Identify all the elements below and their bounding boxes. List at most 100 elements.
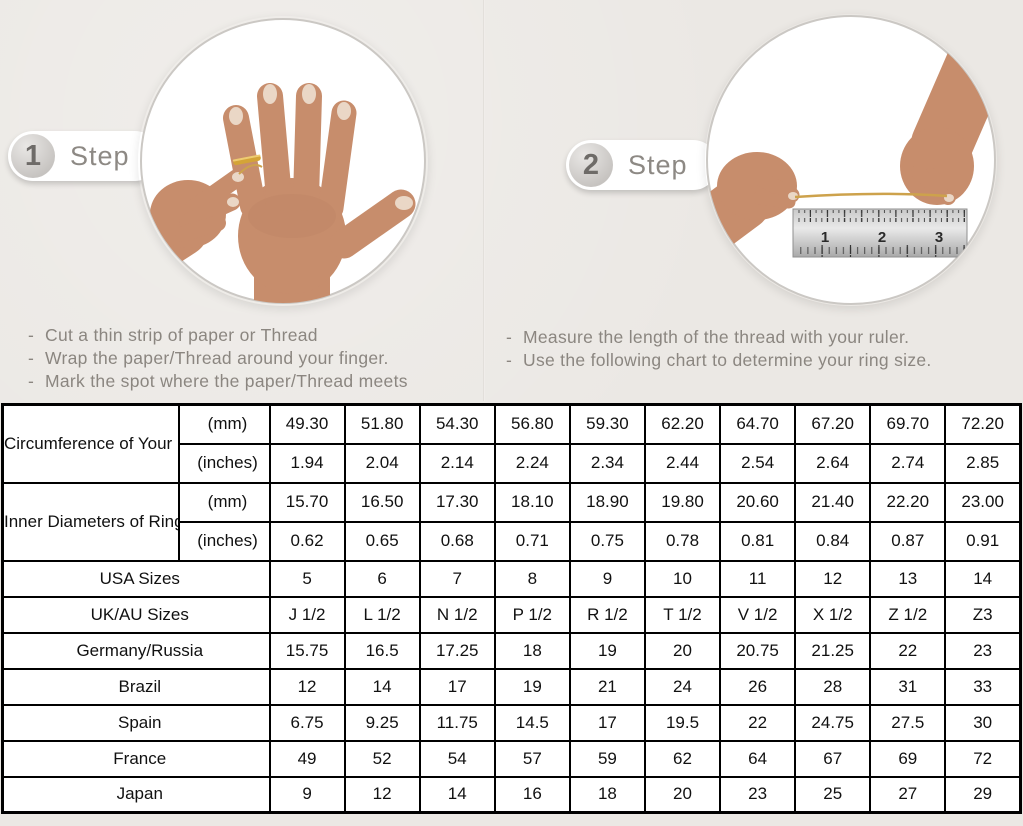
- instruction-line: - Wrap the paper/Thread around your finge…: [28, 347, 408, 370]
- size-cell: 22.20: [869, 481, 947, 523]
- size-cell: 25: [794, 775, 872, 814]
- unit-label: (mm): [177, 481, 271, 523]
- size-cell: 14: [418, 775, 496, 814]
- size-cell: 23.00: [944, 481, 1022, 523]
- size-cell: 69: [869, 739, 947, 778]
- table-row: Inner Diameters of Rings (mm) 15.70 16.50 17…: [1, 481, 1022, 562]
- size-cell: 14: [343, 667, 421, 706]
- size-cell: 2.74: [869, 443, 947, 484]
- size-cell: 0.81: [719, 521, 797, 562]
- table-row: (inches) 1.94 2.04 2.14 2.24 2.34 2.44 2.54 2.64…: [3, 443, 1022, 484]
- row-label: Germany/Russia: [1, 631, 271, 670]
- size-cell: 22: [869, 631, 947, 670]
- table-row: Circumference of Your Finger(mm)49.3051.…: [1, 403, 1022, 484]
- size-cell: 8: [493, 559, 571, 598]
- size-cell: 6.75: [268, 703, 346, 742]
- size-cell: 59: [568, 739, 646, 778]
- size-chart-body: Circumference of Your Finger(mm)49.3051.…: [1, 403, 1022, 814]
- size-cell: 2.14: [418, 443, 496, 484]
- size-cell: 18: [493, 631, 571, 670]
- size-cell: V 1/2: [719, 595, 797, 634]
- size-cell: 62: [643, 739, 722, 778]
- size-cell: 11.75: [418, 703, 496, 742]
- size-cell: R 1/2: [568, 595, 646, 634]
- size-cell: 20: [643, 775, 722, 814]
- size-cell: 72.20: [944, 403, 1022, 445]
- size-cell: 18.10: [493, 481, 571, 523]
- size-cell: 1.94: [268, 443, 346, 484]
- size-cell: 23: [944, 631, 1022, 670]
- unit-label: (inches): [177, 521, 271, 562]
- size-cell: X 1/2: [794, 595, 872, 634]
- instruction-text: Wrap the paper/Thread around your finger…: [45, 348, 389, 368]
- size-cell: 17.30: [418, 481, 496, 523]
- size-cell: 14: [944, 559, 1022, 598]
- size-cell: 23: [719, 775, 797, 814]
- size-cell: T 1/2: [643, 595, 722, 634]
- gold-thread: [794, 192, 948, 199]
- size-cell: 5: [268, 559, 346, 598]
- size-cell: 9: [268, 775, 346, 814]
- size-cell: 57: [493, 739, 571, 778]
- instruction-text: Mark the spot where the paper/Thread mee…: [45, 371, 408, 391]
- table-row: Japan 9 12 14 16 18 20 23 25 27 29: [1, 775, 1022, 814]
- step1-photo-hand-with-thread: [138, 16, 428, 306]
- size-cell: 49: [268, 739, 346, 778]
- step2-label: Step: [628, 149, 688, 180]
- size-cell: 0.87: [869, 521, 947, 562]
- ruler: 1 2 3: [792, 208, 968, 258]
- gold-ring: [232, 154, 261, 166]
- panel-divider: [483, 0, 485, 401]
- size-cell: 12: [268, 667, 346, 706]
- instruction-line: - Use the following chart to determine yo…: [506, 349, 932, 372]
- table-row: Spain 6.75 9.25 11.75 14.5 17 19.5 22 24.75 27.5 3…: [1, 703, 1022, 742]
- row-group-label: Inner Diameters of Rings: [1, 481, 180, 562]
- size-cell: 67: [794, 739, 872, 778]
- unit-label: (mm): [177, 403, 271, 445]
- size-cell: 27.5: [869, 703, 947, 742]
- size-cell: 2.54: [719, 443, 797, 484]
- size-cell: 2.44: [643, 443, 722, 484]
- bullet-dash: -: [28, 325, 35, 345]
- size-cell: 6: [343, 559, 421, 598]
- size-cell: 13: [869, 559, 947, 598]
- size-cell: 27: [869, 775, 947, 814]
- size-cell: 24: [643, 667, 722, 706]
- ruler-number-3: 3: [935, 229, 943, 246]
- size-cell: 51.80: [343, 403, 421, 445]
- step1-number: 1: [11, 134, 55, 178]
- size-cell: 72: [944, 739, 1022, 778]
- size-cell: 56.80: [493, 403, 571, 445]
- size-cell: 29: [944, 775, 1022, 814]
- row-label: France: [1, 739, 271, 778]
- size-cell: 19.5: [643, 703, 722, 742]
- size-cell: 19.80: [643, 481, 722, 523]
- size-cell: 16: [493, 775, 571, 814]
- size-cell: 0.84: [794, 521, 872, 562]
- size-cell: 54.30: [418, 403, 496, 445]
- bullet-dash: -: [28, 348, 35, 368]
- hand-wrap-illustration: [140, 18, 426, 304]
- size-chart-section: Circumference of Your Finger(mm)49.3051.…: [0, 403, 1023, 814]
- step1-badge: 1 Step: [8, 131, 160, 181]
- step2-number: 2: [569, 143, 613, 187]
- step1-label: Step: [70, 140, 130, 171]
- size-cell: 54: [418, 739, 496, 778]
- size-cell: 2.64: [794, 443, 872, 484]
- size-cell: 14.5: [493, 703, 571, 742]
- table-row: UK/AU Sizes J 1/2 L 1/2 N 1/2 P 1/2 R 1/2 T 1/…: [1, 595, 1022, 634]
- size-cell: 20: [643, 631, 722, 670]
- size-cell: 26: [719, 667, 797, 706]
- size-cell: 0.62: [268, 521, 346, 562]
- table-row: (inches) 0.62 0.65 0.68 0.71 0.75 0.78 0.81 0.84…: [3, 521, 1022, 562]
- instruction-line: - Measure the length of the thread with y…: [506, 326, 932, 349]
- size-cell: L 1/2: [343, 595, 421, 634]
- size-cell: 33: [944, 667, 1022, 706]
- size-cell: 21.25: [794, 631, 872, 670]
- ruler-number-1: 1: [821, 229, 829, 246]
- bullet-dash: -: [28, 371, 35, 391]
- size-cell: 18: [568, 775, 646, 814]
- size-cell: 2.34: [568, 443, 646, 484]
- size-cell: P 1/2: [493, 595, 571, 634]
- size-cell: 17: [418, 667, 496, 706]
